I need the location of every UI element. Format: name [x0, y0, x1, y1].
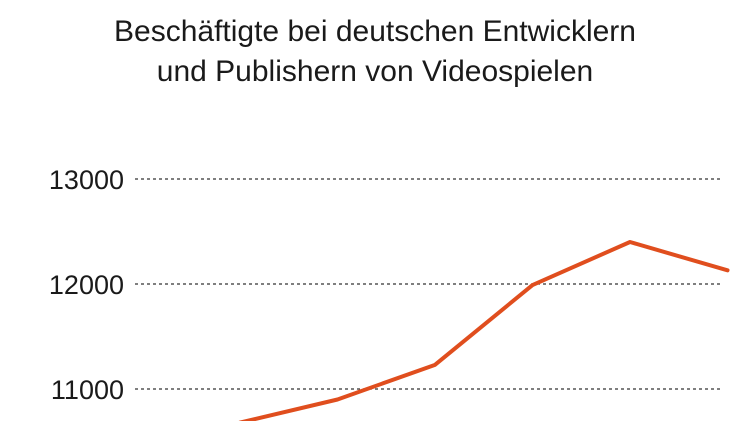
grid-lines — [135, 178, 720, 390]
series-line-0 — [238, 240, 730, 421]
chart-title: Beschäftigte bei deutschen Entwicklern u… — [0, 12, 750, 92]
y-tick-label-13000: 13000 — [49, 165, 124, 195]
y-tick-labels: 11000 12000 13000 — [49, 165, 124, 405]
y-tick-label-12000: 12000 — [49, 270, 124, 300]
y-tick-label-11000: 11000 — [51, 375, 124, 405]
chart-title-line-1: Beschäftigte bei deutschen Entwicklern — [114, 15, 636, 48]
chart-title-line-2: und Publishern von Videospielen — [156, 55, 594, 88]
series-group — [238, 240, 730, 421]
